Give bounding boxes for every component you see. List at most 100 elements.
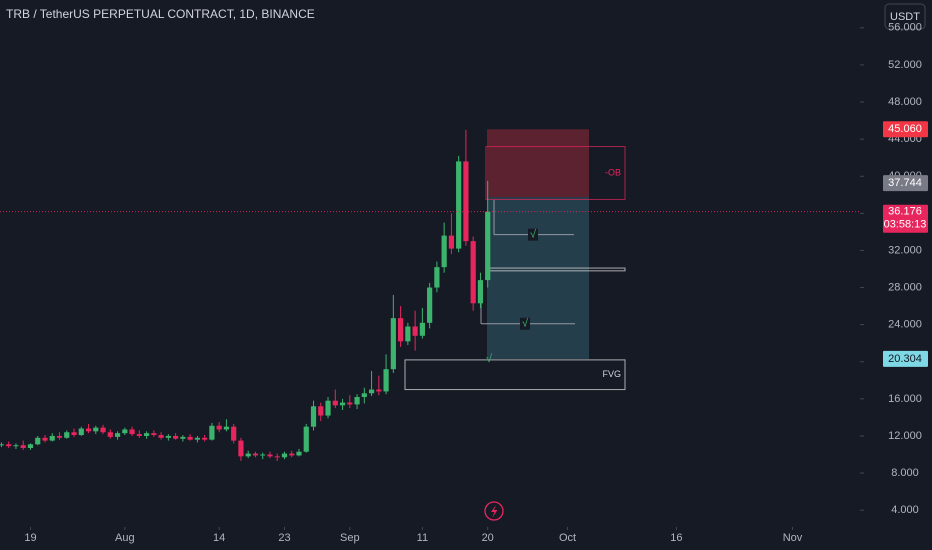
price-tag-label: 45.060: [888, 123, 922, 135]
zone-box: [404, 359, 626, 391]
zone-box: [485, 146, 626, 200]
candle-body: [42, 437, 48, 441]
candle-body: [85, 428, 92, 432]
target-check: √: [486, 353, 493, 365]
target-check: √: [522, 318, 529, 330]
candle-body: [361, 393, 367, 397]
candle-body: [136, 434, 142, 436]
candle-body: [165, 435, 171, 438]
candle-body: [49, 435, 55, 441]
candle-body: [281, 453, 288, 458]
candle-body: [289, 453, 295, 456]
x-tick-label: Oct: [559, 532, 576, 544]
countdown: 03:58:13: [884, 219, 927, 231]
candle-body: [114, 433, 121, 437]
candle-body: [260, 454, 266, 456]
candle-body: [252, 453, 259, 456]
candle-body: [441, 235, 447, 268]
candle-body: [158, 435, 164, 438]
price-tag-label: 37.744: [888, 177, 922, 189]
candle-body: [405, 326, 411, 342]
candle-body: [93, 427, 99, 432]
candle-body: [347, 402, 353, 405]
price-scale: [860, 0, 932, 550]
zone-label: FVG: [602, 369, 621, 379]
candle-body: [187, 436, 193, 440]
candle-body: [27, 444, 34, 449]
candle-body: [368, 389, 375, 394]
candle-body: [463, 161, 469, 242]
candle-body: [20, 445, 26, 449]
candle-body: [194, 437, 201, 440]
candle-body: [267, 454, 273, 457]
x-tick-label: 23: [278, 532, 290, 544]
target-label-bg: [520, 317, 530, 330]
candle-body: [332, 400, 338, 406]
candle-body: [64, 432, 70, 438]
y-tick-label: 52.000: [888, 59, 922, 71]
x-tick-label: 14: [213, 532, 225, 544]
candle-body: [173, 435, 179, 439]
x-tick-label: 11: [417, 532, 428, 544]
x-tick-label: 16: [670, 532, 682, 544]
candle-body: [390, 318, 396, 370]
x-tick-label: 19: [24, 532, 36, 544]
candle-body: [13, 445, 19, 447]
candle-body: [245, 453, 251, 457]
target-label-bg: [528, 228, 538, 241]
icon-circle[interactable]: [484, 501, 504, 521]
target-zone: [487, 197, 589, 359]
candle-body: [383, 369, 389, 392]
candle-body: [354, 396, 360, 405]
y-tick-label: 12.000: [888, 430, 922, 442]
candle-body: [470, 241, 476, 304]
candle-body: [78, 428, 84, 436]
candle-body: [100, 427, 106, 433]
y-tick-label: 16.000: [888, 393, 922, 405]
candle-body: [419, 322, 425, 336]
y-tick-label: 28.000: [888, 281, 922, 293]
candle-body: [412, 326, 418, 336]
icon-bolt[interactable]: [491, 505, 498, 518]
candle-body: [318, 406, 324, 416]
candle-body: [6, 444, 12, 447]
replay-icon[interactable]: [484, 501, 504, 521]
candle-body: [296, 451, 302, 456]
candle-body: [122, 429, 128, 434]
chart-title: TRB / TetherUS PERPETUAL CONTRACT, 1D, B…: [6, 7, 315, 21]
candle-body: [427, 287, 433, 323]
y-tick-label: 56.000: [888, 22, 922, 34]
price-tag: [883, 175, 928, 192]
y-tick-label: 32.000: [888, 244, 922, 256]
candle-body: [434, 267, 440, 288]
y-tick-label: 4.000: [891, 504, 919, 516]
x-tick-label: Aug: [115, 532, 135, 544]
candle-body: [202, 437, 208, 440]
x-tick-label: Sep: [340, 532, 360, 544]
candle-body: [325, 400, 331, 416]
candle-body: [376, 389, 382, 392]
target-check: √: [530, 229, 537, 241]
candle-body: [209, 425, 215, 440]
candle-body: [143, 433, 150, 436]
candle-body: [151, 433, 157, 436]
price-tag: [883, 121, 928, 138]
plot-area: -OB FVG √ √ √: [0, 129, 860, 461]
candle-body: [448, 235, 455, 249]
candle-body: [0, 444, 5, 446]
y-tick-label: 48.000: [888, 96, 922, 108]
candle-body: [56, 435, 63, 438]
candle-body: [398, 318, 404, 342]
candle-body: [477, 280, 484, 304]
zone-label: -OB: [605, 167, 621, 177]
currency-button-label[interactable]: USDT: [890, 11, 920, 23]
candle-body: [310, 406, 317, 427]
x-tick-label: Nov: [783, 532, 803, 544]
candle-body: [339, 402, 346, 406]
candle-body: [107, 432, 113, 437]
candle-body: [71, 432, 77, 436]
y-tick-label: 24.000: [888, 319, 922, 331]
currency-button[interactable]: [884, 3, 926, 30]
